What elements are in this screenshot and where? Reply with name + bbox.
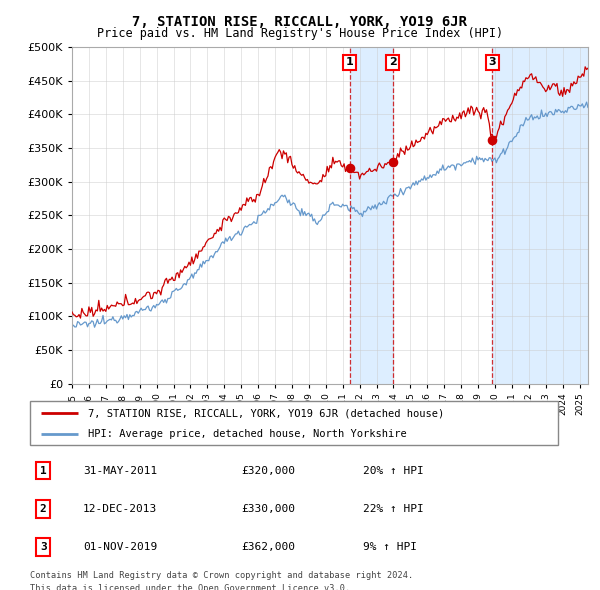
- Text: 12-DEC-2013: 12-DEC-2013: [83, 504, 157, 514]
- Text: 7, STATION RISE, RICCALL, YORK, YO19 6JR (detached house): 7, STATION RISE, RICCALL, YORK, YO19 6JR…: [88, 408, 445, 418]
- Text: 3: 3: [488, 57, 496, 67]
- Text: 7, STATION RISE, RICCALL, YORK, YO19 6JR: 7, STATION RISE, RICCALL, YORK, YO19 6JR: [133, 15, 467, 29]
- Point: [487, 135, 497, 145]
- Text: 20% ↑ HPI: 20% ↑ HPI: [362, 466, 424, 476]
- Text: 01-NOV-2019: 01-NOV-2019: [83, 542, 157, 552]
- Text: 22% ↑ HPI: 22% ↑ HPI: [362, 504, 424, 514]
- Bar: [350, 47, 392, 384]
- Text: 3: 3: [40, 542, 47, 552]
- Text: This data is licensed under the Open Government Licence v3.0.: This data is licensed under the Open Gov…: [30, 584, 350, 590]
- Text: £362,000: £362,000: [241, 542, 295, 552]
- Text: 31-MAY-2011: 31-MAY-2011: [83, 466, 157, 476]
- FancyBboxPatch shape: [30, 401, 558, 445]
- Text: HPI: Average price, detached house, North Yorkshire: HPI: Average price, detached house, Nort…: [88, 428, 407, 438]
- Text: £330,000: £330,000: [241, 504, 295, 514]
- Text: 9% ↑ HPI: 9% ↑ HPI: [362, 542, 416, 552]
- Text: 2: 2: [389, 57, 397, 67]
- Text: 1: 1: [346, 57, 353, 67]
- Text: Price paid vs. HM Land Registry's House Price Index (HPI): Price paid vs. HM Land Registry's House …: [97, 27, 503, 40]
- Text: £320,000: £320,000: [241, 466, 295, 476]
- Text: 1: 1: [40, 466, 47, 476]
- Text: Contains HM Land Registry data © Crown copyright and database right 2024.: Contains HM Land Registry data © Crown c…: [30, 571, 413, 580]
- Text: 2: 2: [40, 504, 47, 514]
- Point: [345, 163, 355, 173]
- Bar: [492, 47, 588, 384]
- Point: [388, 157, 397, 166]
